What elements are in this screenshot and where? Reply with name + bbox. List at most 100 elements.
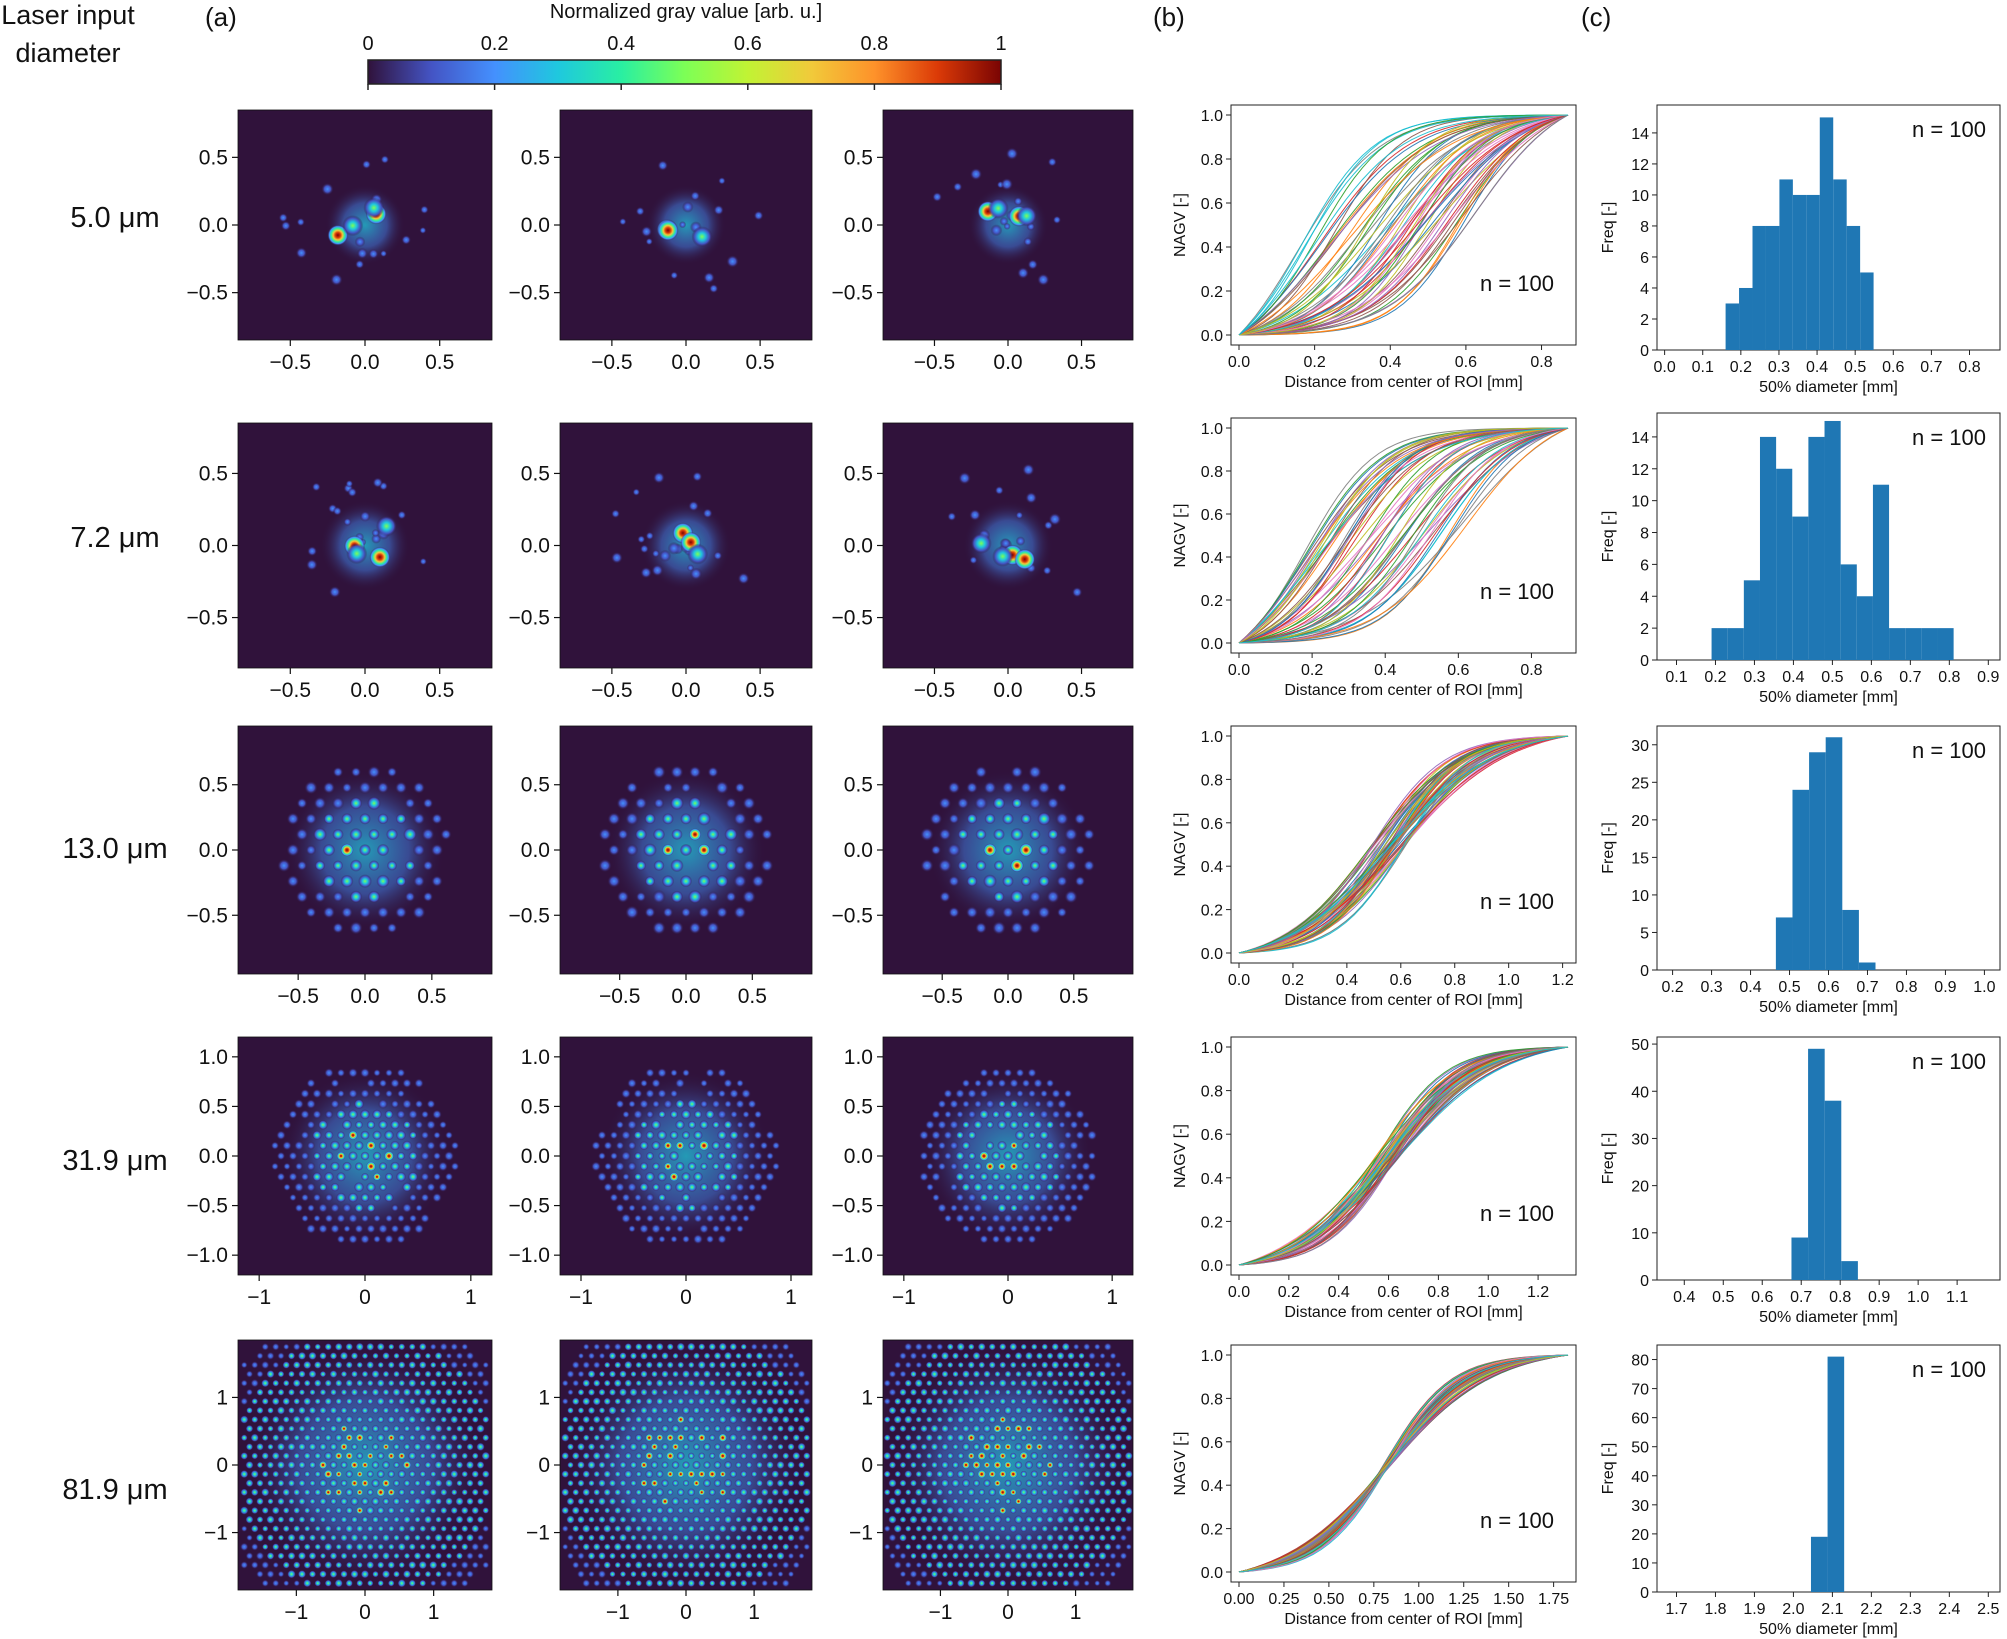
- speckle-spot: [948, 875, 960, 887]
- speckle-spot: [412, 843, 426, 857]
- speckle-spot: [962, 1461, 970, 1469]
- speckle-spot: [787, 1570, 795, 1578]
- speckle-spot: [714, 1370, 721, 1378]
- speckle-spot: [1010, 889, 1024, 904]
- speckle-spot: [1114, 1361, 1122, 1369]
- speckle-spot: [759, 1161, 769, 1171]
- speckle-spot: [414, 1516, 421, 1523]
- speckle-spot: [766, 1534, 774, 1542]
- colorbar-title: Normalized gray value [arb. u.]: [550, 1, 822, 23]
- speckle-spot: [708, 1452, 716, 1460]
- speckle-spot: [1035, 1352, 1044, 1360]
- speckle-spot: [343, 1224, 351, 1233]
- speckle-spot: [358, 781, 372, 795]
- speckle-spot: [952, 1498, 959, 1505]
- speckle-spot: [283, 1162, 291, 1171]
- speckle-spot: [1034, 1100, 1042, 1108]
- speckle-spot: [925, 1342, 934, 1351]
- speckle-spot: [925, 1470, 934, 1479]
- image-x-tick-label: 1: [1106, 1286, 1118, 1309]
- speckle-spot: [713, 1515, 722, 1524]
- speckle-spot: [993, 860, 1005, 871]
- speckle-spot: [635, 1524, 643, 1533]
- speckle-spot: [724, 1534, 732, 1542]
- speckle-spot: [1011, 797, 1023, 809]
- speckle-spot: [930, 1424, 939, 1433]
- speckle-spot: [1030, 1488, 1039, 1497]
- speckle-spot: [466, 1443, 474, 1451]
- speckle-spot: [699, 1182, 709, 1192]
- speckle-spot: [381, 1460, 391, 1470]
- speckle-spot: [1015, 1479, 1022, 1487]
- speckle-spot: [930, 1570, 939, 1578]
- hist-x-tick-label: 0.9: [1934, 979, 1956, 996]
- hist-x-tick-label: 0.2: [1704, 669, 1726, 686]
- speckle-spot: [697, 1579, 706, 1588]
- speckle-spot: [1030, 1579, 1039, 1588]
- speckle-spot: [307, 546, 318, 557]
- speckle-spot: [993, 891, 1005, 903]
- speckle-spot: [1066, 1351, 1076, 1360]
- hist-y-tick-label: 10: [1631, 188, 1649, 205]
- speckle-spot: [1009, 1415, 1017, 1424]
- speckle-spot: [620, 1213, 632, 1224]
- speckle-spot: [592, 1451, 602, 1461]
- speckle-spot: [988, 1361, 997, 1369]
- speckle-spot: [613, 1542, 623, 1552]
- speckle-spot: [412, 905, 426, 919]
- speckle-spot: [354, 236, 366, 248]
- speckle-spot: [332, 891, 344, 903]
- speckle-spot: [657, 1067, 667, 1078]
- speckle-spot: [329, 1460, 338, 1470]
- speckle-spot: [997, 1162, 1007, 1171]
- nagv-curve-panel: 0.0 0.2 0.4 0.6 0.8 1.0 1.20.00.20.40.60.81.0D…: [1172, 725, 1577, 1009]
- hist-x-tick-label: 2.0: [1782, 1601, 1804, 1618]
- hist-x-tick-label: 1.7: [1665, 1601, 1687, 1618]
- speckle-spot: [581, 1578, 591, 1588]
- hist-x-tick-label: 0.6: [1882, 359, 1904, 376]
- speckle-spot: [935, 1397, 944, 1406]
- speckle-spot: [713, 1479, 722, 1488]
- speckle-spot: [372, 1570, 379, 1578]
- speckle-spot: [1069, 1203, 1079, 1213]
- speckle-spot: [309, 1388, 316, 1396]
- speckle-spot: [751, 1361, 758, 1369]
- speckle-spot: [571, 1470, 580, 1478]
- hist-x-tick-label: 2.4: [1938, 1601, 1960, 1618]
- speckle-spot: [336, 1068, 346, 1078]
- speckle-spot: [717, 1151, 727, 1161]
- speckle-spot: [432, 1192, 442, 1203]
- speckle-spot: [444, 1388, 454, 1397]
- speckle-spot: [429, 1433, 438, 1442]
- speckle-spot: [991, 1110, 1001, 1119]
- speckle-spot: [905, 1543, 912, 1551]
- hist-y-tick-label: 5: [1640, 925, 1649, 942]
- speckle-spot: [760, 1524, 769, 1533]
- speckle-spot: [1033, 1224, 1043, 1234]
- image-y-tick-label: 0.5: [521, 462, 550, 485]
- image-y-tick-label: 0.5: [199, 146, 228, 169]
- speckle-spot: [734, 844, 746, 856]
- speckle-spot: [313, 827, 327, 842]
- speckle-spot: [598, 828, 612, 841]
- image-x-tick-label: −0.5: [599, 985, 640, 1008]
- speckle-spot: [692, 1479, 701, 1487]
- speckle-spot: [925, 1416, 933, 1423]
- speckle-spot: [319, 1461, 327, 1469]
- speckle-spot: [262, 1525, 269, 1532]
- speckle-spot: [1045, 1203, 1055, 1213]
- speckle-spot: [761, 1397, 769, 1405]
- speckle-spot: [603, 1433, 612, 1442]
- speckle-spot: [592, 1542, 601, 1551]
- speckle-spot: [431, 813, 443, 825]
- speckle-spot: [961, 1442, 971, 1452]
- speckle-spot: [650, 1223, 662, 1234]
- speckle-spot: [329, 1551, 338, 1560]
- speckle-spot: [761, 828, 773, 841]
- hist-y-axis-label: Freq [-]: [1600, 202, 1617, 254]
- speckle-spot: [1021, 1162, 1031, 1171]
- speckle-spot: [750, 1506, 759, 1515]
- hist-y-tick-label: 10: [1631, 1556, 1649, 1573]
- speckle-spot: [245, 1551, 254, 1560]
- speckle-spot: [671, 1570, 680, 1578]
